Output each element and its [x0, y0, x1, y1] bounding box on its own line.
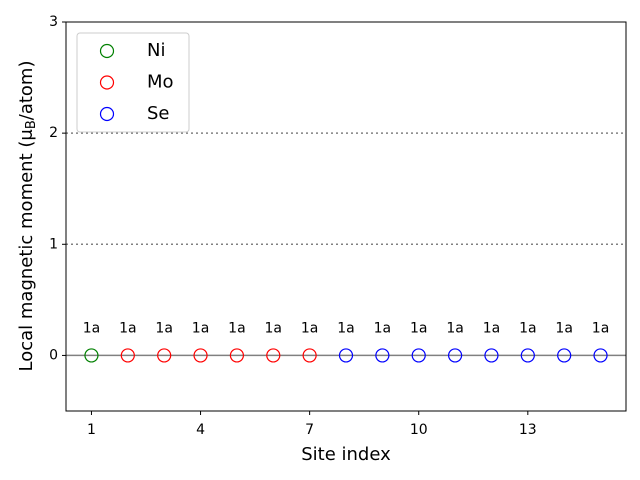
y-tick-label: 3 [49, 14, 58, 30]
marker [375, 348, 390, 363]
marker [302, 348, 317, 363]
site-label: 1a [446, 320, 464, 336]
marker [266, 348, 281, 363]
site-label: 1a [155, 320, 173, 336]
plot-frame [65, 21, 627, 412]
x-tick-label: 1 [87, 422, 96, 438]
y-tick-label: 1 [49, 236, 58, 252]
marker [120, 348, 135, 363]
legend-label: Se [147, 103, 170, 124]
legend-marker [99, 43, 115, 59]
site-label: 1a [592, 320, 610, 336]
marker [520, 348, 535, 363]
legend-marker [99, 75, 115, 90]
marker [229, 348, 245, 363]
y-label-sub: B [24, 120, 39, 129]
marker [411, 348, 426, 363]
marker [338, 348, 354, 363]
x-axis-label: Site index [301, 444, 391, 465]
site-label: 1a [374, 320, 392, 336]
site-label: 1a [337, 320, 355, 336]
marker [84, 348, 99, 363]
site-label: 1a [483, 320, 501, 336]
marker [193, 348, 208, 363]
y-label-part: Local magnetic moment (μ [16, 129, 37, 372]
y-label-part: /atom) [16, 61, 37, 121]
y-tick-label: 2 [49, 125, 58, 141]
x-tick-label: 7 [305, 422, 314, 438]
x-tick-label: 10 [410, 422, 428, 438]
marker [593, 348, 608, 363]
site-label: 1a [265, 320, 283, 336]
y-axis-label: Local magnetic moment (μB/atom) [16, 61, 39, 372]
legend-label: Mo [147, 72, 174, 93]
marker [157, 348, 172, 363]
legend-label: Ni [147, 40, 165, 61]
legend: Ni Mo Se [76, 32, 190, 133]
marker [557, 348, 572, 363]
site-label: 1a [301, 320, 319, 336]
site-label: 1a [555, 320, 573, 336]
site-label: 1a [519, 320, 537, 336]
x-tick-label: 4 [196, 422, 205, 438]
y-tick-label: 0 [49, 347, 58, 363]
site-label: 1a [192, 320, 210, 336]
site-label: 1a [119, 320, 137, 336]
legend-marker [99, 106, 115, 122]
x-tick-label: 13 [519, 422, 537, 438]
site-label: 1a [228, 320, 246, 336]
marker [484, 348, 499, 363]
site-label: 1a [83, 320, 101, 336]
marker [447, 348, 463, 363]
site-label: 1a [410, 320, 428, 336]
